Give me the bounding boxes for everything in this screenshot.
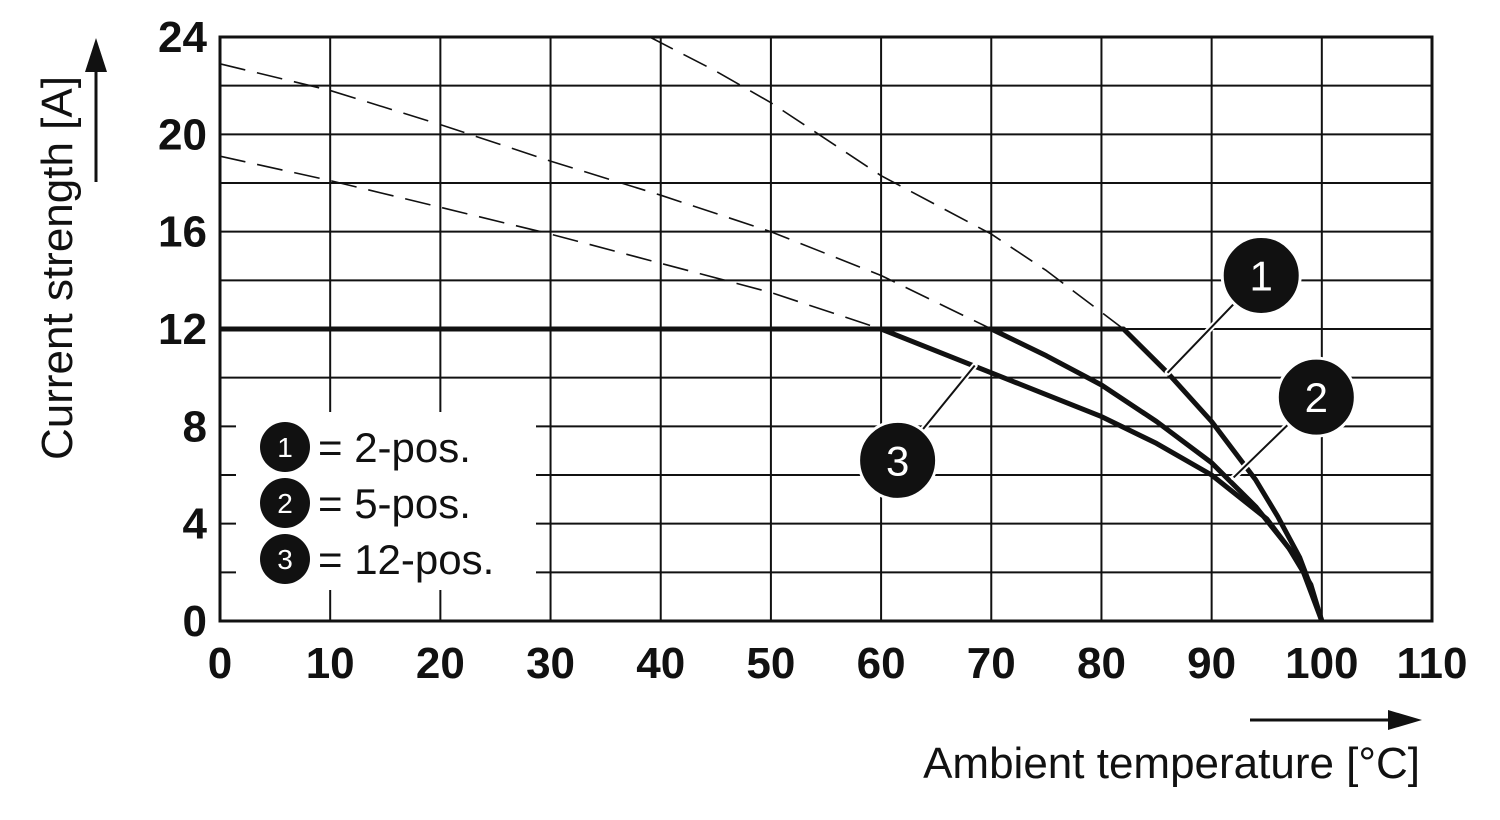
legend-label: = 5-pos. xyxy=(318,480,471,527)
callout-marker-2 xyxy=(1275,356,1357,438)
x-tick-label: 50 xyxy=(746,639,795,688)
y-axis-arrow xyxy=(85,38,107,182)
series-3-solid-line xyxy=(880,326,1325,622)
x-axis-arrow xyxy=(1250,710,1422,730)
legend-marker-number: 1 xyxy=(277,432,293,463)
callout-leader xyxy=(1232,422,1290,479)
y-tick-label: 20 xyxy=(158,110,207,159)
x-tick-label: 70 xyxy=(967,639,1016,688)
y-axis-title-group: Current strength [A] xyxy=(33,76,82,460)
callout-number: 1 xyxy=(1250,252,1273,299)
x-tick-label: 0 xyxy=(208,639,232,688)
callout-number: 2 xyxy=(1305,374,1328,421)
x-tick-label: 110 xyxy=(1397,639,1468,688)
series-1-dashed-line xyxy=(649,36,1124,330)
callout-number: 3 xyxy=(886,437,909,484)
y-tick-label: 8 xyxy=(183,402,207,451)
y-tick-label: 16 xyxy=(158,208,207,257)
plot-border xyxy=(218,35,1434,623)
legend-marker-2 xyxy=(260,478,310,528)
x-tick-label: 40 xyxy=(636,639,685,688)
legend-marker-number: 2 xyxy=(277,488,293,519)
plot-frame xyxy=(218,35,1434,623)
callout-leader xyxy=(1166,302,1236,374)
series-layer xyxy=(219,36,1325,622)
marker-layer: 1 2 3 xyxy=(857,234,1357,501)
y-tick-label: 4 xyxy=(183,500,208,549)
x-tick-label: 100 xyxy=(1285,639,1358,688)
x-tick-label: 10 xyxy=(306,639,355,688)
legend: 1 = 2-pos. 2 = 5-pos. 3 = 12-pos. xyxy=(236,412,536,590)
x-tick-label: 20 xyxy=(416,639,465,688)
x-tick-label: 90 xyxy=(1187,639,1236,688)
y-tick-label: 12 xyxy=(158,305,207,354)
legend-marker-number: 3 xyxy=(277,544,293,575)
legend-marker-3 xyxy=(260,534,310,584)
legend-marker-1 xyxy=(260,422,310,472)
x-tick-label: 30 xyxy=(526,639,575,688)
callout-marker-3 xyxy=(857,419,939,501)
series-2-dashed-line xyxy=(219,63,992,330)
callout-marker-1 xyxy=(1220,234,1302,316)
callout-leader xyxy=(920,364,976,432)
x-tick-label: 60 xyxy=(857,639,906,688)
legend-label: = 12-pos. xyxy=(318,536,494,583)
x-tick-label: 80 xyxy=(1077,639,1126,688)
x-axis-title: Ambient temperature [°C] xyxy=(923,739,1420,788)
legend-label: = 2-pos. xyxy=(318,424,471,471)
y-tick-label: 0 xyxy=(183,597,207,646)
y-axis-title: Current strength [A] xyxy=(33,76,82,460)
y-tick-label: 24 xyxy=(158,13,207,62)
